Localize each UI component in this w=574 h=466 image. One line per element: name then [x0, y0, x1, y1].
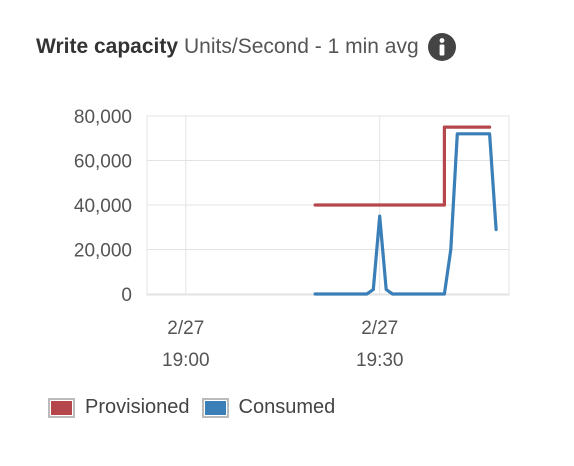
y-tick-label: 40,000 — [74, 196, 132, 217]
legend-item-provisioned[interactable]: Provisioned — [48, 396, 190, 419]
legend-label-consumed: Consumed — [238, 396, 336, 418]
legend-label-provisioned: Provisioned — [85, 396, 190, 418]
y-tick-label: 0 — [121, 285, 132, 306]
x-tick-date-label: 2/27 — [361, 318, 398, 339]
x-axis: 2/27 19:00 2/27 19:30 — [162, 318, 403, 371]
x-tick-time-label: 19:00 — [162, 350, 210, 371]
chart-title: Write capacity — [36, 35, 179, 58]
chart-legend: Provisioned Consumed — [48, 396, 347, 419]
x-tick-date-label: 2/27 — [167, 318, 204, 339]
info-icon[interactable] — [427, 32, 457, 62]
y-tick-label: 60,000 — [74, 152, 132, 173]
legend-swatch-provisioned — [48, 397, 75, 418]
y-tick-label: 20,000 — [74, 241, 132, 262]
x-tick-time-label: 19:30 — [356, 350, 404, 371]
series-lines — [313, 125, 498, 296]
y-axis: 0 20,000 40,000 60,000 80,000 — [74, 107, 132, 306]
legend-item-consumed[interactable]: Consumed — [201, 396, 336, 419]
write-capacity-chart: 0 20,000 40,000 60,000 80,000 2/27 19:00 2/27 1… — [74, 107, 510, 371]
series-line-provisioned — [313, 125, 492, 207]
chart-subtitle: Units/Second - 1 min avg — [184, 35, 419, 58]
legend-swatch-consumed — [201, 397, 229, 418]
y-tick-label: 80,000 — [74, 107, 132, 128]
series-line-consumed — [313, 132, 498, 296]
chart-header: Write capacity Units/Second - 1 min avg — [36, 32, 457, 62]
